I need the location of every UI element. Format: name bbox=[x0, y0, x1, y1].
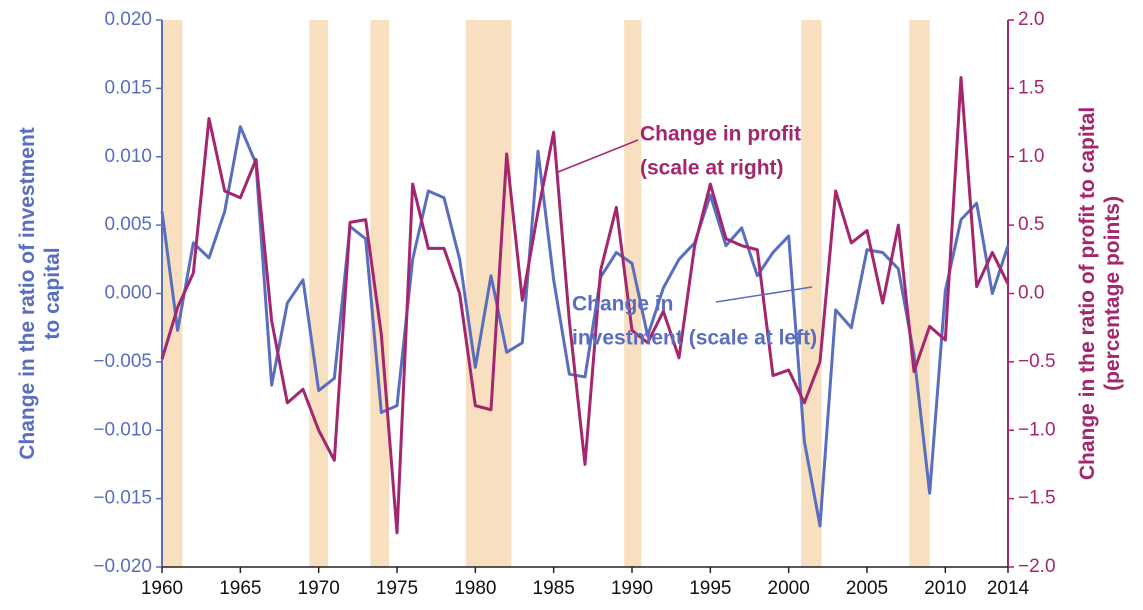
y-tick-label: −0.015 bbox=[93, 488, 152, 509]
y-tick-label: 0.000 bbox=[104, 283, 152, 304]
annotation-text: investment (scale at left) bbox=[572, 327, 817, 350]
annotation-text: Change in bbox=[572, 293, 674, 316]
x-tick-label: 2010 bbox=[924, 578, 966, 599]
series-line bbox=[160, 125, 1010, 528]
y-axis-title: Change in the ratio of investmentto capi… bbox=[16, 127, 64, 460]
annotation-text: (scale at right) bbox=[640, 157, 784, 180]
shaded-period bbox=[309, 20, 329, 567]
shaded-period bbox=[624, 20, 642, 567]
y2-tick-label: 0.0 bbox=[1018, 283, 1044, 304]
y2-tick-label: 1.0 bbox=[1018, 146, 1044, 167]
y-tick-label: 0.020 bbox=[104, 9, 152, 30]
y-tick-label: 0.015 bbox=[104, 77, 152, 98]
annotation-leader bbox=[715, 286, 813, 303]
annotation-text: Change in profit bbox=[640, 123, 801, 146]
y-tick-label: 0.005 bbox=[104, 214, 152, 235]
x-tick-label: 1960 bbox=[141, 578, 183, 599]
x-tick-label: 1995 bbox=[689, 578, 731, 599]
y2-axis-title-line: Change in the ratio of profit to capital bbox=[1076, 107, 1099, 480]
y2-tick-label: 0.5 bbox=[1018, 214, 1044, 235]
x-tick-label: 1970 bbox=[298, 578, 340, 599]
x-tick-label: 2005 bbox=[846, 578, 888, 599]
y-tick-label: −0.010 bbox=[93, 419, 152, 440]
y2-tick-label: 2.0 bbox=[1018, 9, 1044, 30]
x-tick-label: 1975 bbox=[376, 578, 418, 599]
shaded-period bbox=[909, 20, 930, 567]
shaded-period bbox=[370, 20, 390, 567]
series-line bbox=[160, 75, 1010, 535]
y-axis-title-line: Change in the ratio of investment bbox=[16, 127, 39, 460]
y-tick-label: 0.010 bbox=[104, 146, 152, 167]
annotation-leader bbox=[557, 139, 639, 173]
y2-axis-title-line: (percentage points) bbox=[1101, 196, 1124, 391]
y2-tick-label: 1.5 bbox=[1018, 77, 1044, 98]
x-tick-label: 1980 bbox=[454, 578, 496, 599]
x-tick-label: 2014 bbox=[987, 578, 1030, 599]
y-axis-title-line: to capital bbox=[41, 247, 64, 339]
x-tick-label: 2000 bbox=[768, 578, 810, 599]
shaded-period bbox=[801, 20, 822, 567]
x-tick-label: 1965 bbox=[219, 578, 261, 599]
y2-tick-label: −1.5 bbox=[1018, 488, 1056, 509]
y2-axis-title: Change in the ratio of profit to capital… bbox=[1076, 107, 1124, 480]
y-tick-label: −0.020 bbox=[93, 556, 152, 577]
x-tick-label: 1985 bbox=[533, 578, 575, 599]
x-tick-label: 1990 bbox=[611, 578, 653, 599]
y2-tick-label: −0.5 bbox=[1018, 351, 1056, 372]
y2-tick-label: −2.0 bbox=[1018, 556, 1056, 577]
y2-tick-label: −1.0 bbox=[1018, 419, 1056, 440]
y-tick-label: −0.005 bbox=[93, 351, 152, 372]
